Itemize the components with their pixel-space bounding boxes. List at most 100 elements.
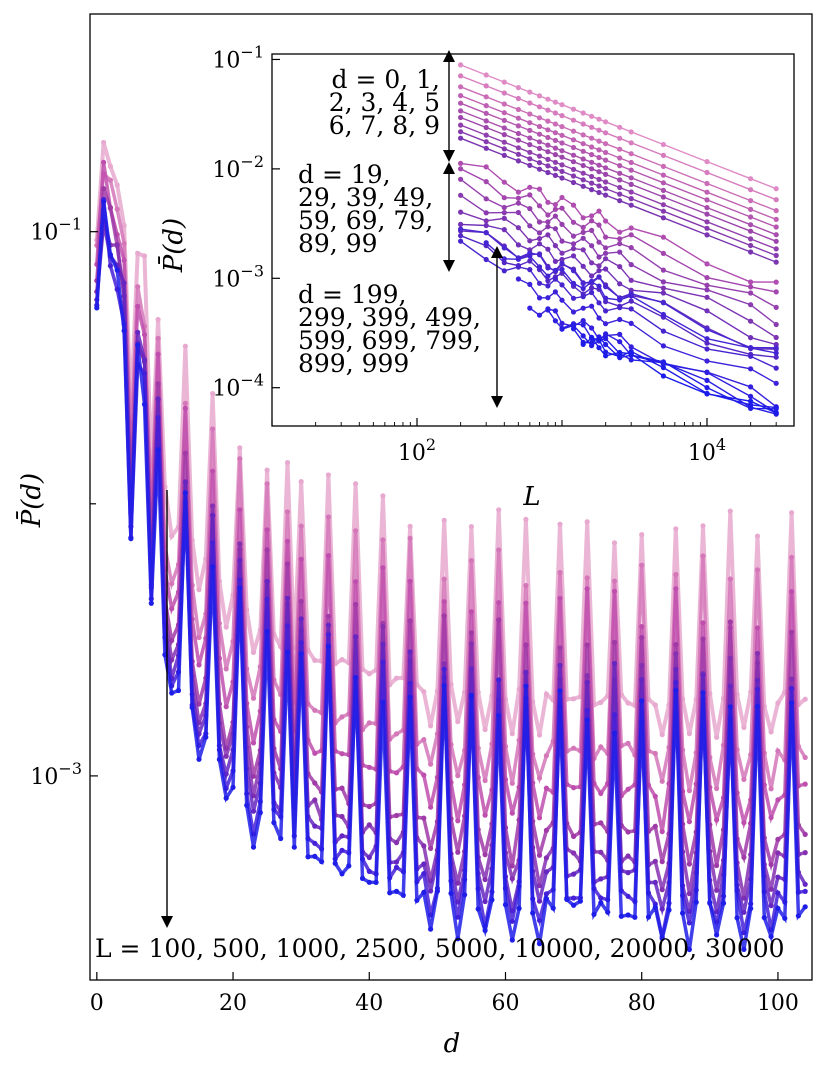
main-point-5-23	[250, 808, 257, 814]
main-point-7-102	[789, 700, 795, 706]
inset-y-tick-label-3: 10−4	[212, 371, 264, 402]
main-point-2-40	[366, 764, 372, 770]
inset-point-0-4-9	[570, 144, 577, 151]
main-point-7-38	[353, 674, 359, 681]
inset-point-1-7-15	[628, 298, 634, 304]
main-point-6-34	[325, 632, 331, 638]
main-point-7-87	[686, 946, 693, 953]
main-point-3-2	[107, 204, 113, 211]
inset-point-1-4-4	[527, 238, 533, 244]
main-point-2-9	[155, 351, 161, 357]
inset-point-0-1-7	[552, 110, 559, 116]
inset-point-0-6-0	[458, 114, 464, 121]
inset-point-0-4-2	[501, 117, 507, 123]
main-point-4-91	[714, 887, 720, 893]
inset-point-0-8-4	[527, 156, 533, 162]
main-point-6-102	[789, 686, 795, 692]
main-point-7-19	[223, 795, 229, 801]
main-point-4-83	[659, 887, 665, 893]
inset-point-1-1-1	[483, 179, 489, 185]
main-point-4-42	[380, 624, 386, 630]
inset-point-1-0-12	[596, 208, 602, 214]
inset-point-0-1-15	[628, 140, 634, 146]
main-point-6-32	[312, 840, 318, 846]
main-point-7-8	[148, 600, 154, 606]
inset-point-0-9-4	[527, 162, 533, 168]
main-point-7-7	[141, 401, 148, 407]
inset-point-0-6-12	[596, 169, 602, 175]
main-point-6-76	[611, 712, 618, 718]
inset-series-1-8	[458, 238, 779, 371]
main-point-1-19	[223, 666, 229, 672]
main-point-7-24	[257, 810, 263, 816]
main-y-ticks: 110−110−3	[30, 215, 98, 790]
main-point-0-11	[169, 533, 175, 539]
inset-point-2-4-11	[704, 369, 710, 376]
main-x-axis-title: d	[444, 1029, 461, 1059]
main-point-4-74	[598, 849, 604, 855]
main-point-7-16	[203, 734, 209, 740]
inset-point-1-0-10	[580, 215, 586, 221]
inset-point-1-8-6	[545, 283, 551, 289]
main-point-6-17	[210, 540, 216, 546]
inset-point-0-4-3	[515, 123, 522, 129]
inset-point-2-2-5	[559, 297, 565, 303]
inset-point-0-3-15	[628, 159, 634, 166]
inset-point-0-6-4	[527, 142, 533, 148]
inset-point-2-8-1	[596, 345, 602, 351]
inset-point-2-2-1	[527, 281, 533, 287]
main-x-tick-label-20: 20	[219, 991, 247, 1016]
inset-series-0-9	[458, 135, 779, 265]
main-point-4-99	[768, 886, 774, 892]
inset-point-1-1-11	[589, 218, 595, 224]
inset-point-0-4-17	[704, 197, 710, 203]
inset-point-1-7-2	[501, 260, 507, 266]
inset-point-0-0-15	[628, 129, 634, 135]
inset-point-0-7-16	[660, 202, 667, 208]
inset-point-0-6-1	[483, 124, 489, 131]
inset-point-1-3-3	[515, 209, 522, 216]
main-point-4-32	[312, 797, 318, 803]
main-point-7-18	[216, 756, 222, 763]
main-point-6-78	[625, 893, 631, 899]
main-point-4-19	[223, 753, 229, 759]
main-point-1-95	[741, 776, 747, 783]
inset-point-1-2-12	[596, 239, 602, 245]
main-point-0-49	[428, 723, 434, 729]
main-point-0-72	[584, 519, 590, 525]
main-point-0-25	[264, 467, 270, 473]
main-point-7-76	[611, 730, 618, 736]
inset-point-1-2-0	[458, 176, 464, 182]
inset-point-1-3-11	[589, 243, 595, 249]
main-point-0-53	[455, 719, 461, 725]
main-point-7-99	[768, 933, 774, 940]
main-point-1-15	[196, 634, 202, 641]
inset-point-0-1-2	[501, 90, 507, 96]
main-point-1-82	[652, 750, 658, 757]
inset-point-2-2-13	[660, 343, 667, 349]
main-point-5-76	[611, 660, 618, 667]
main-point-0-104	[802, 696, 808, 702]
inset-point-2-1-8	[570, 280, 577, 286]
inset-point-1-0-11	[589, 213, 595, 219]
main-point-7-20	[230, 784, 236, 791]
main-point-2-30	[298, 556, 304, 562]
main-point-0-80	[639, 532, 645, 538]
main-point-0-95	[741, 724, 747, 731]
main-point-1-63	[523, 582, 529, 589]
main-point-3-49	[428, 845, 434, 852]
inset-point-0-8-2	[501, 146, 507, 152]
main-point-2-76	[611, 588, 618, 595]
inset-point-2-0-19	[773, 345, 779, 351]
inset-point-0-0-8	[559, 102, 565, 108]
inset-point-1-5-14	[617, 281, 623, 287]
main-point-0-97	[754, 533, 761, 539]
main-point-2-65	[536, 815, 543, 821]
main-point-7-89	[700, 690, 706, 696]
inset-point-1-4-2	[501, 215, 507, 221]
inset-point-2-6-9	[748, 405, 754, 411]
inset-group-label-0-line-1: 2, 3, 4, 5	[329, 88, 440, 117]
main-point-5-93	[727, 683, 733, 689]
main-point-7-29	[291, 844, 297, 850]
inset-point-1-2-14	[617, 241, 623, 247]
